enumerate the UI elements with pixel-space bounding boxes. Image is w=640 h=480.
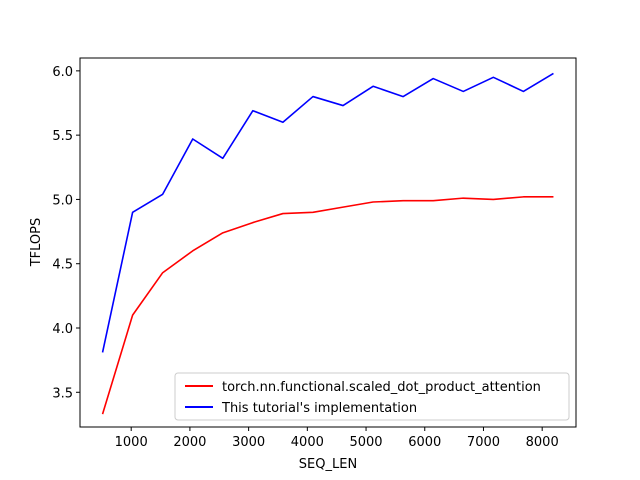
- series-layer: [101, 72, 554, 415]
- y-tick-label: 4.0: [52, 322, 73, 337]
- x-tick-label: 7000: [467, 435, 500, 450]
- plot-area: [80, 58, 576, 427]
- y-tick-label: 5.0: [52, 193, 73, 208]
- x-tick-label: 4000: [291, 435, 324, 450]
- y-axis-label: TFLOPS: [29, 218, 44, 268]
- x-tick-label: 8000: [526, 435, 559, 450]
- x-tick-label: 2000: [173, 435, 206, 450]
- y-tick-label: 4.5: [52, 258, 73, 273]
- x-axis-label: SEQ_LEN: [299, 457, 357, 472]
- x-tick-label: 3000: [232, 435, 265, 450]
- series-line-0: [101, 196, 554, 415]
- plot-frame: [79, 57, 577, 428]
- y-tick-label: 5.5: [52, 129, 73, 144]
- legend-box: [174, 372, 570, 421]
- x-tick-label: 6000: [408, 435, 441, 450]
- y-axis-ticks: 3.5 4.0 4.5 5.0 5.5 6.0: [52, 65, 80, 401]
- x-tick-label: 5000: [349, 435, 382, 450]
- legend-label-torch-sdpa: torch.nn.functional.scaled_dot_product_a…: [222, 380, 541, 395]
- y-tick-label: 6.0: [52, 65, 73, 80]
- y-tick-label: 3.5: [52, 386, 73, 401]
- x-axis-ticks: 1000 2000 3000 4000 5000 6000 7000 8000: [115, 427, 559, 450]
- legend: torch.nn.functional.scaled_dot_product_a…: [174, 372, 570, 421]
- series-line-1: [101, 72, 554, 353]
- legend-label-tutorial-impl: This tutorial's implementation: [221, 401, 417, 416]
- x-tick-label: 1000: [115, 435, 148, 450]
